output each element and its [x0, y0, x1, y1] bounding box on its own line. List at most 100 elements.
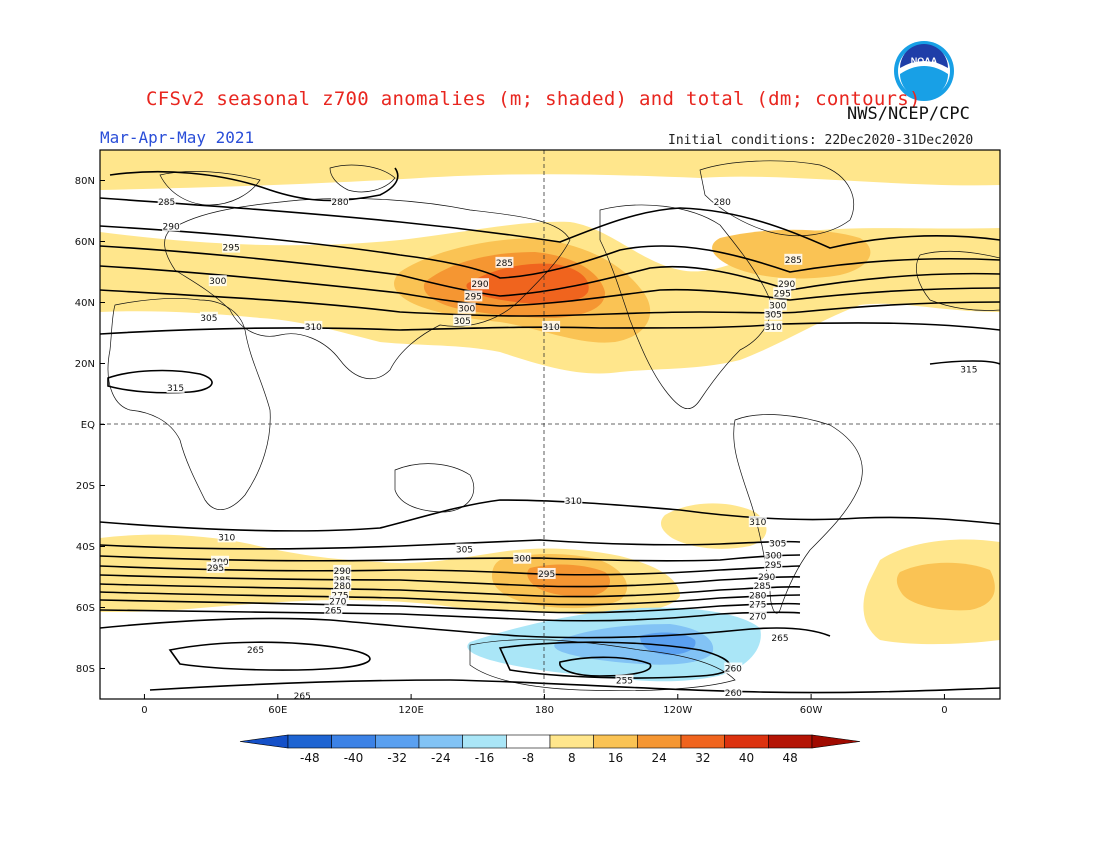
contour-315-atl	[929, 360, 1000, 365]
noaa-logo: NOAA	[894, 41, 954, 101]
contour-label: 280	[713, 195, 732, 208]
lat-tick-label: 40S	[76, 542, 95, 553]
lat-tick-label: 80N	[75, 176, 95, 187]
svg-text:295: 295	[765, 561, 782, 571]
svg-text:295: 295	[207, 564, 224, 574]
svg-text:280: 280	[334, 582, 351, 592]
contour-label: 305	[199, 311, 218, 324]
lat-tick-label: 20N	[75, 359, 95, 370]
initial-conditions-label: Initial conditions: 22Dec2020-31Dec2020	[668, 133, 974, 148]
contour-label: 295	[464, 290, 483, 302]
contour-label: 300	[768, 299, 787, 312]
lat-tick-label: 80S	[76, 664, 95, 675]
contour-305-sh	[100, 539, 801, 550]
svg-text:270: 270	[749, 613, 766, 623]
colorbar-label: -24	[431, 751, 451, 765]
svg-text:265: 265	[325, 607, 342, 617]
svg-text:260: 260	[725, 689, 742, 699]
lat-tick-label: EQ	[81, 420, 95, 431]
contour-label: 260	[724, 662, 743, 675]
svg-text:290: 290	[334, 567, 351, 577]
lon-tick-label: 60W	[800, 705, 823, 716]
contour-label: 285	[495, 256, 514, 269]
contour-290-sh	[100, 574, 801, 588]
svg-text:300: 300	[209, 277, 226, 287]
contour-label: 310	[542, 320, 561, 333]
contour-305-nh	[100, 289, 1000, 317]
svg-text:310: 310	[749, 518, 766, 528]
colorbar-swatch	[331, 734, 376, 749]
svg-text:295: 295	[774, 289, 791, 299]
svg-text:315: 315	[167, 384, 184, 394]
contour-295-nh	[100, 245, 1000, 297]
longitude-axis: 0 60E 120E 180 120W 60W 0	[141, 694, 948, 716]
contour-255-ant	[559, 656, 652, 677]
contour-label: 285	[157, 195, 176, 208]
colorbar-label: -40	[344, 751, 364, 765]
colorbar-swatch	[593, 734, 638, 749]
svg-text:290: 290	[758, 573, 775, 583]
reference-lines	[100, 150, 1000, 699]
contour-label: 265	[293, 689, 312, 702]
contour-label: 275	[748, 598, 767, 610]
svg-text:305: 305	[769, 539, 786, 549]
positive-anomaly-areas	[100, 150, 1000, 645]
svg-text:295: 295	[223, 244, 240, 254]
colorbar-swatch	[506, 734, 551, 749]
svg-text:270: 270	[329, 597, 346, 607]
contour-300-nh	[100, 265, 1000, 307]
svg-text:265: 265	[294, 692, 311, 702]
lon-tick-label: 0	[941, 705, 947, 716]
contour-label: 295	[764, 558, 783, 571]
contour-label: 280	[333, 580, 352, 592]
colorbar-label: -8	[522, 751, 534, 765]
contour-295-sh	[100, 565, 801, 576]
contour-labels: 285 2802902953003053103152852902953003053…	[157, 195, 978, 702]
lon-tick-label: 60E	[268, 705, 287, 716]
svg-text:265: 265	[771, 634, 788, 644]
contour-label: 295	[773, 287, 792, 299]
contour-label: 290	[471, 278, 489, 290]
svg-text:300: 300	[458, 305, 475, 315]
svg-text:300: 300	[765, 552, 782, 562]
contour-310-nh	[100, 322, 1000, 335]
lon-tick-label: 120W	[663, 705, 692, 716]
svg-text:285: 285	[158, 198, 175, 208]
contour-label: 270	[748, 610, 767, 623]
contour-label: 310	[564, 494, 583, 507]
contour-label: 315	[166, 381, 185, 394]
svg-text:290: 290	[778, 280, 795, 290]
contour-label: 290	[777, 278, 796, 290]
svg-text:305: 305	[765, 311, 782, 321]
svg-text:295: 295	[538, 570, 555, 580]
colorbar-swatch	[418, 734, 463, 749]
colorbar-swatch	[375, 734, 420, 749]
colorbar-swatch	[287, 734, 332, 749]
anomaly-shading	[100, 150, 1000, 682]
svg-text:300: 300	[769, 302, 786, 312]
lon-tick-label: 0	[141, 705, 147, 716]
colorbar-swatch	[637, 734, 682, 749]
latitude-axis: 80N 60N 40N 20N EQ 20S 40S 60S 80S	[75, 176, 105, 675]
colorbar-swatch	[680, 734, 725, 749]
colorbar-swatch	[768, 734, 813, 749]
svg-text:285: 285	[754, 582, 771, 592]
contour-label: 310	[748, 516, 767, 528]
svg-text:310: 310	[765, 323, 782, 333]
contour-label: 315	[959, 363, 978, 376]
contour-285-sh	[100, 583, 801, 598]
contour-label: 265	[246, 644, 265, 656]
svg-text:295: 295	[465, 292, 482, 302]
colorbar-low-arrow	[239, 734, 289, 749]
svg-text:285: 285	[785, 256, 802, 266]
svg-text:305: 305	[456, 546, 473, 556]
svg-text:310: 310	[565, 497, 582, 507]
svg-text:255: 255	[616, 677, 633, 687]
contour-label: 265	[771, 632, 789, 644]
contour-label: 280	[748, 589, 767, 601]
colorbar: -48 -40 -32 -24 -16 -8 8 16 24 32 40 48	[239, 734, 861, 765]
contour-label: 300	[513, 552, 532, 565]
contour-label: 300	[764, 549, 783, 562]
svg-text:280: 280	[331, 198, 348, 208]
contour-label: 270	[328, 595, 347, 607]
